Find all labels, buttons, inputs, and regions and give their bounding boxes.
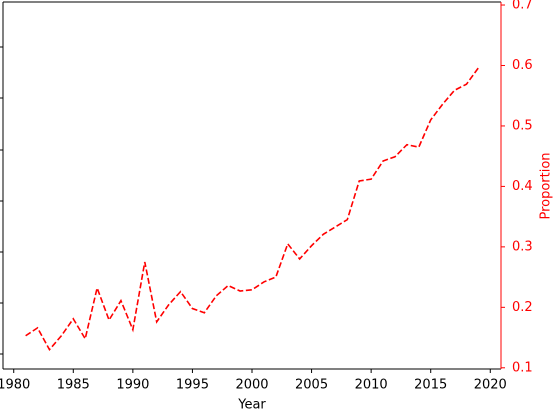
- x-tick-label: 1985: [57, 378, 90, 393]
- y2-tick-label: 0.5: [512, 118, 533, 133]
- x-tick-label: 1980: [0, 378, 30, 393]
- y2-tick-label: 0.7: [512, 0, 533, 13]
- x-tick-label: 1990: [116, 378, 149, 393]
- y2-tick-label: 0.2: [512, 300, 533, 315]
- y2-tick-label: 0.3: [512, 239, 533, 254]
- y2-axis-label: Proportion: [539, 152, 553, 219]
- y2-tick-label: 0.4: [512, 179, 533, 194]
- x-tick-label: 2010: [355, 378, 388, 393]
- left-ticks: [0, 46, 3, 355]
- x-tick-label: 2020: [474, 378, 507, 393]
- y2-tick-label: 0.6: [512, 58, 533, 73]
- y2-tick-label: 0.1: [512, 360, 533, 375]
- x-tick-label: 2000: [235, 378, 268, 393]
- x-tick-label: 1995: [176, 378, 209, 393]
- x-tick-label: 2015: [414, 378, 447, 393]
- x-tick-label: 2005: [295, 378, 328, 393]
- data-line: [25, 67, 480, 352]
- x-axis-label: Year: [237, 398, 266, 410]
